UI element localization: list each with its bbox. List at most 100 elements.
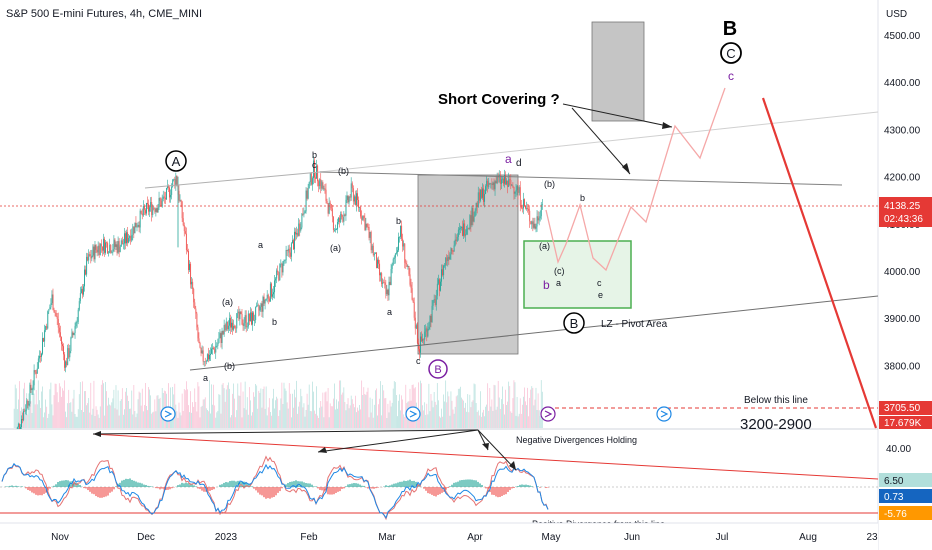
candle-body (291, 240, 293, 244)
osc-hist-bar (287, 483, 289, 487)
wave-c-label: C (726, 46, 735, 61)
current-price-value: 4138.25 (884, 201, 921, 212)
osc-hist-bar (133, 480, 135, 487)
candle-body (93, 246, 95, 260)
wave-label-a3: a (387, 307, 392, 317)
candle-body (472, 207, 474, 222)
candle-body (52, 294, 54, 310)
candle-body (63, 346, 64, 355)
osc-hist-bar (451, 484, 453, 487)
candle-body (254, 320, 256, 321)
candle-body (462, 226, 463, 236)
target-range-note: 3200-2900 (740, 416, 812, 433)
candle-body (349, 196, 351, 198)
price-tick: 3800.00 (884, 361, 921, 372)
candle-body (364, 217, 366, 231)
candle-body (531, 221, 533, 225)
osc-hist-bar (413, 480, 415, 487)
candle-body (508, 179, 510, 187)
osc-divergence-line (92, 433, 879, 480)
candle-body (408, 266, 410, 275)
candle-body (480, 189, 482, 198)
event-icon-2[interactable] (405, 406, 421, 422)
candle-body (249, 312, 251, 322)
event-icon-1[interactable] (160, 406, 176, 422)
osc-hist-bar (271, 487, 273, 498)
osc-hist-bar (389, 485, 391, 487)
candle-body (26, 400, 28, 411)
candle-body (386, 289, 388, 295)
candle-body (527, 208, 529, 209)
candle-body (184, 231, 186, 234)
candle-body (188, 251, 189, 271)
osc-hist-bar (405, 481, 407, 487)
osc-hist-bar (467, 479, 469, 487)
candle-body (181, 201, 183, 219)
osc-hist-bar (103, 487, 105, 498)
osc-hist-bar (101, 487, 103, 498)
osc-hist-bar (85, 487, 87, 489)
candle-body (221, 330, 223, 343)
osc-hist-bar (151, 486, 153, 487)
osc-hist-bar (139, 482, 141, 487)
candle-body (243, 322, 245, 326)
time-tick: Apr (467, 532, 483, 543)
candle-body (335, 229, 336, 231)
osc-hist-bar (141, 483, 143, 487)
osc-hist-bar (143, 484, 145, 487)
osc-hist-bar (61, 480, 63, 487)
candle-body (286, 249, 288, 251)
osc-hist-bar (461, 480, 463, 487)
osc-hist-bar (425, 487, 427, 491)
candle-body (172, 180, 174, 187)
event-icon-4[interactable] (656, 406, 672, 422)
candle-body (330, 204, 332, 209)
candle-body (228, 318, 230, 326)
candle-body (380, 273, 382, 276)
osc-hist-bar (247, 483, 249, 487)
osc-hist-bar (253, 487, 255, 489)
candle-body (47, 311, 49, 329)
candle-body (192, 281, 194, 289)
resistance-line (319, 171, 843, 186)
support-price-tag (879, 401, 932, 415)
candle-body (178, 190, 180, 201)
osc-hist-bar (171, 487, 173, 489)
osc-hist-bar (513, 487, 515, 488)
candle-body (65, 361, 67, 368)
candle-body (272, 294, 273, 297)
candle-body (23, 410, 25, 421)
osc-hist-bar (511, 487, 513, 489)
time-tick: Dec (137, 532, 155, 543)
candle-body (83, 286, 84, 295)
candle-body (309, 173, 311, 183)
osc-hist-bar (493, 487, 495, 495)
osc-hist-bar (445, 487, 447, 490)
candle-body (78, 301, 80, 310)
candle-body (245, 315, 247, 328)
osc-hist-bar (131, 479, 133, 487)
osc-hist-bar (455, 482, 457, 487)
candle-body (432, 300, 434, 306)
osc-hist-bar (291, 481, 293, 487)
time-axis[interactable]: Nov Dec 2023 Feb Mar Apr May Jun Jul Aug 23 (51, 532, 878, 543)
candle-body (274, 280, 276, 293)
candle-body (201, 350, 203, 354)
osc-hist-bar (359, 484, 361, 487)
candle-body (275, 278, 277, 281)
candle-body (427, 329, 429, 337)
candle-body (338, 217, 340, 223)
osc-hist-bar (375, 487, 377, 489)
candle-body (16, 431, 17, 437)
candle-body (252, 312, 253, 325)
osc-hist-bar (87, 487, 89, 491)
osc-value-1: 6.50 (884, 476, 904, 487)
candle-body (394, 253, 396, 258)
osc-hist-bar (111, 487, 113, 492)
candle-body (224, 325, 226, 331)
osc-hist-bar (223, 482, 225, 487)
candle-body (375, 252, 377, 269)
event-icon-3[interactable] (540, 406, 556, 422)
osc-hist-bar (333, 487, 335, 495)
candle-body (541, 204, 543, 205)
